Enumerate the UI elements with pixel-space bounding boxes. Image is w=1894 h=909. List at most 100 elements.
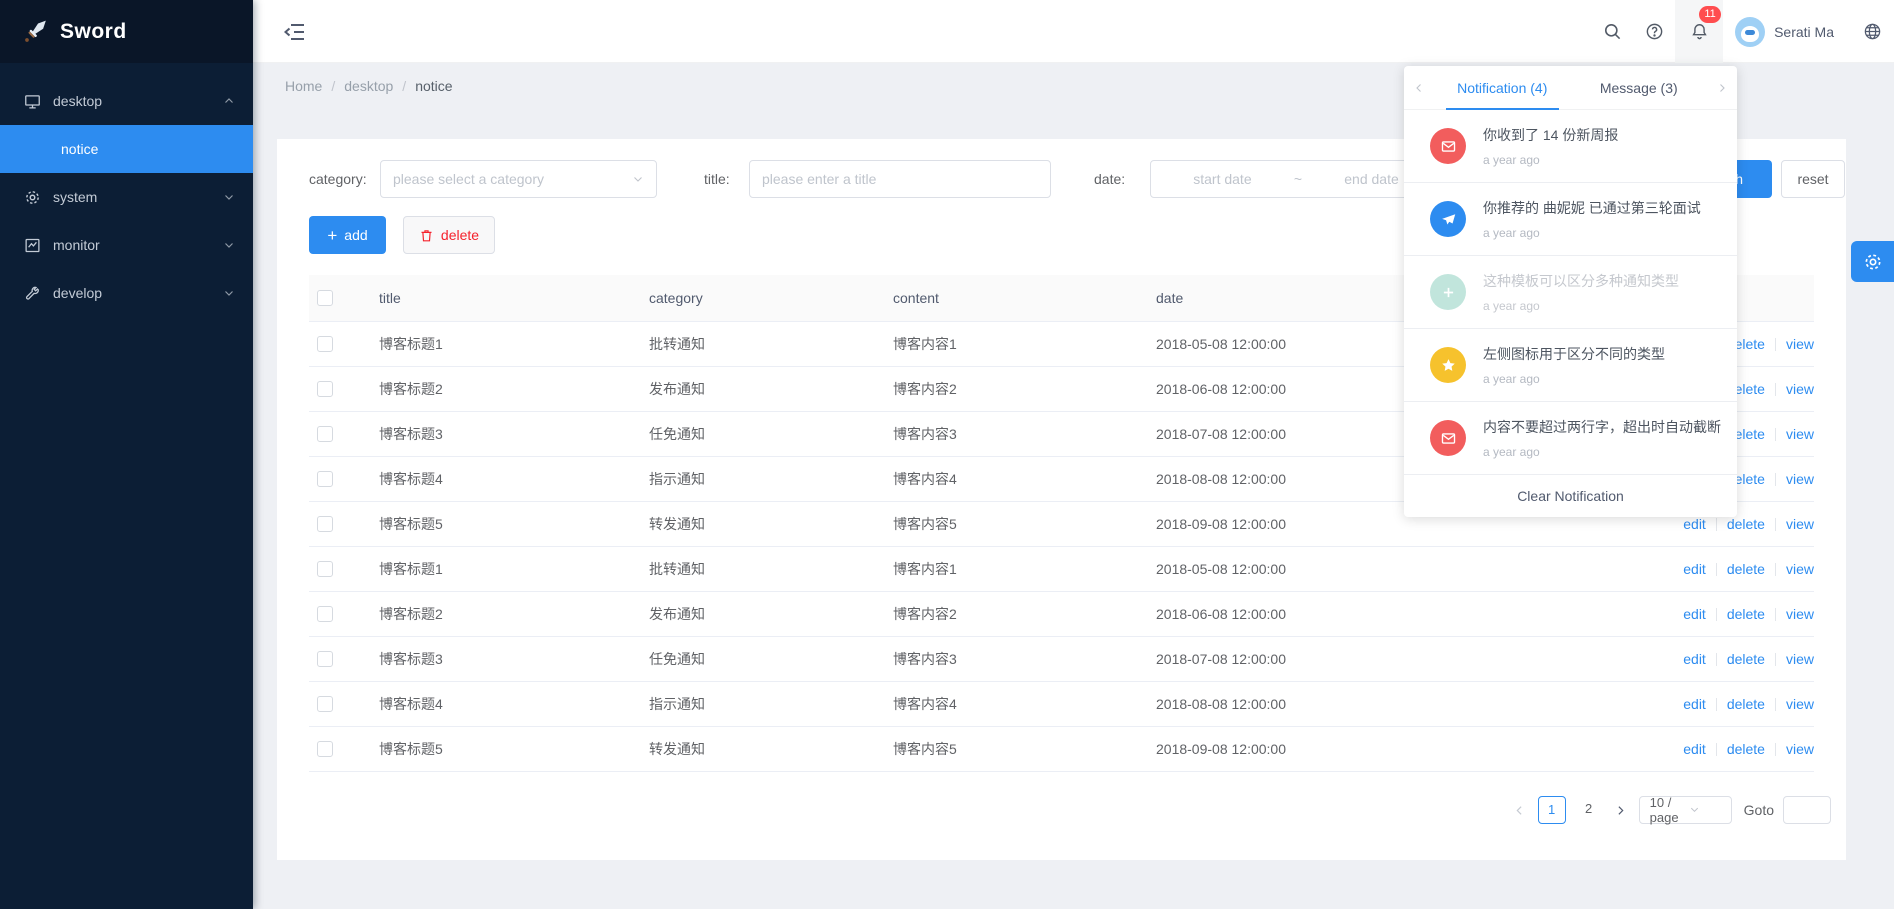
sidebar-item-notice[interactable]: notice	[0, 125, 253, 173]
view-link[interactable]: view	[1785, 425, 1814, 442]
edit-link[interactable]: edit	[1683, 695, 1706, 712]
table-row: 博客标题4 指示通知 博客内容4 2018-08-08 12:00:00 edi…	[309, 681, 1814, 727]
view-link[interactable]: view	[1785, 740, 1814, 757]
cell-title: 博客标题2	[379, 591, 649, 637]
notification-item[interactable]: 你推荐的 曲妮妮 已通过第三轮面试 a year ago	[1404, 183, 1737, 256]
sword-logo-icon	[22, 19, 48, 45]
cell-date: 2018-05-08 12:00:00	[1156, 546, 1634, 592]
category-select[interactable]: please select a category	[380, 160, 657, 198]
add-button[interactable]: + add	[309, 216, 386, 254]
breadcrumb-desktop[interactable]: desktop	[344, 78, 394, 94]
row-checkbox[interactable]	[317, 471, 333, 488]
delete-button[interactable]: delete	[403, 216, 495, 254]
category-label: category:	[309, 171, 367, 187]
user-name: Serati Ma	[1774, 23, 1834, 40]
row-checkbox[interactable]	[317, 606, 333, 623]
cell-content: 博客内容5	[893, 501, 1156, 547]
action-divider	[1715, 653, 1717, 667]
delete-link[interactable]: delete	[1726, 605, 1765, 622]
cell-content: 博客内容5	[893, 726, 1156, 772]
top-header: 11 Serati Ma	[253, 0, 1894, 63]
row-checkbox[interactable]	[317, 381, 333, 398]
edit-link[interactable]: edit	[1683, 515, 1706, 532]
row-checkbox[interactable]	[317, 336, 333, 353]
help-icon[interactable]	[1633, 0, 1675, 63]
page-size-select[interactable]: 10 / page	[1638, 795, 1732, 825]
row-checkbox[interactable]	[317, 741, 333, 758]
chevron-up-icon	[223, 95, 235, 107]
select-all-checkbox[interactable]	[317, 290, 333, 307]
title-input[interactable]	[749, 160, 1051, 198]
chevron-down-icon	[632, 173, 644, 185]
next-page-icon[interactable]	[1612, 796, 1630, 824]
delete-link[interactable]: delete	[1726, 740, 1765, 757]
table-row: 博客标题5 转发通知 博客内容5 2018-09-08 12:00:00 edi…	[309, 726, 1814, 772]
action-divider	[1715, 563, 1717, 577]
sidebar-item-desktop[interactable]: desktop	[0, 77, 253, 125]
cell-content: 博客内容3	[893, 636, 1156, 682]
row-checkbox[interactable]	[317, 561, 333, 578]
view-link[interactable]: view	[1785, 380, 1814, 397]
prev-page-icon[interactable]	[1511, 796, 1529, 824]
plus-icon: +	[327, 225, 338, 245]
view-link[interactable]: view	[1785, 605, 1814, 622]
edit-link[interactable]: edit	[1683, 605, 1706, 622]
cell-date: 2018-06-08 12:00:00	[1156, 591, 1634, 637]
sidebar-item-develop[interactable]: develop	[0, 269, 253, 317]
sidebar-item-system[interactable]: system	[0, 173, 253, 221]
edit-link[interactable]: edit	[1683, 740, 1706, 757]
cell-title: 博客标题5	[379, 726, 649, 772]
tabs-next-icon[interactable]	[1707, 66, 1737, 110]
goto-page-input[interactable]	[1783, 796, 1831, 824]
sidebar-item-monitor[interactable]: monitor	[0, 221, 253, 269]
delete-link[interactable]: delete	[1726, 695, 1765, 712]
settings-fab-button[interactable]	[1851, 241, 1894, 282]
notification-bell[interactable]: 11	[1675, 0, 1724, 63]
breadcrumb-home[interactable]: Home	[285, 78, 323, 94]
notification-item[interactable]: 内容不要超过两行字，超出时自动截断 a year ago	[1404, 402, 1737, 475]
cell-content: 博客内容3	[893, 411, 1156, 457]
delete-link[interactable]: delete	[1726, 515, 1765, 532]
notification-item[interactable]: 左侧图标用于区分不同的类型 a year ago	[1404, 329, 1737, 402]
notification-item[interactable]: 你收到了 14 份新周报 a year ago	[1404, 110, 1737, 183]
view-link[interactable]: view	[1785, 515, 1814, 532]
view-link[interactable]: view	[1785, 695, 1814, 712]
row-checkbox[interactable]	[317, 516, 333, 533]
edit-link[interactable]: edit	[1683, 650, 1706, 667]
edit-link[interactable]: edit	[1683, 560, 1706, 577]
view-link[interactable]: view	[1785, 650, 1814, 667]
tabs-prev-icon[interactable]	[1404, 66, 1434, 110]
row-checkbox[interactable]	[317, 696, 333, 713]
search-icon[interactable]	[1591, 0, 1633, 63]
language-globe-icon[interactable]	[1850, 0, 1894, 63]
notification-item[interactable]: 这种模板可以区分多种通知类型 a year ago	[1404, 256, 1737, 329]
tab-notification[interactable]: Notification (4)	[1434, 66, 1571, 110]
page-button-1[interactable]: 1	[1537, 796, 1566, 824]
sidebar-subitem-label: notice	[61, 141, 99, 157]
logo[interactable]: Sword	[0, 0, 253, 63]
column-category: category	[649, 275, 893, 322]
row-checkbox[interactable]	[317, 426, 333, 443]
reset-button[interactable]: reset	[1781, 160, 1845, 198]
row-checkbox[interactable]	[317, 651, 333, 668]
delete-link[interactable]: delete	[1726, 650, 1765, 667]
view-link[interactable]: view	[1785, 335, 1814, 352]
cell-category: 批转通知	[649, 321, 893, 367]
chevron-down-icon	[223, 191, 235, 203]
view-link[interactable]: view	[1785, 470, 1814, 487]
date-range-picker[interactable]: start date ~ end date	[1150, 160, 1442, 198]
cell-category: 指示通知	[649, 681, 893, 727]
page-button-2[interactable]: 2	[1585, 801, 1593, 816]
goto-label: Goto	[1743, 802, 1774, 818]
delete-button-label: delete	[440, 227, 480, 243]
delete-link[interactable]: delete	[1726, 560, 1765, 577]
view-link[interactable]: view	[1785, 560, 1814, 577]
end-date-placeholder: end date	[1344, 171, 1399, 187]
collapse-sidebar-icon[interactable]	[283, 20, 307, 44]
user-menu[interactable]: Serati Ma	[1723, 16, 1850, 47]
tab-message[interactable]: Message (3)	[1599, 79, 1678, 96]
action-divider	[1774, 608, 1776, 622]
clear-notification-button[interactable]: Clear Notification	[1517, 488, 1624, 504]
action-divider	[1715, 518, 1717, 532]
cell-category: 指示通知	[649, 456, 893, 502]
